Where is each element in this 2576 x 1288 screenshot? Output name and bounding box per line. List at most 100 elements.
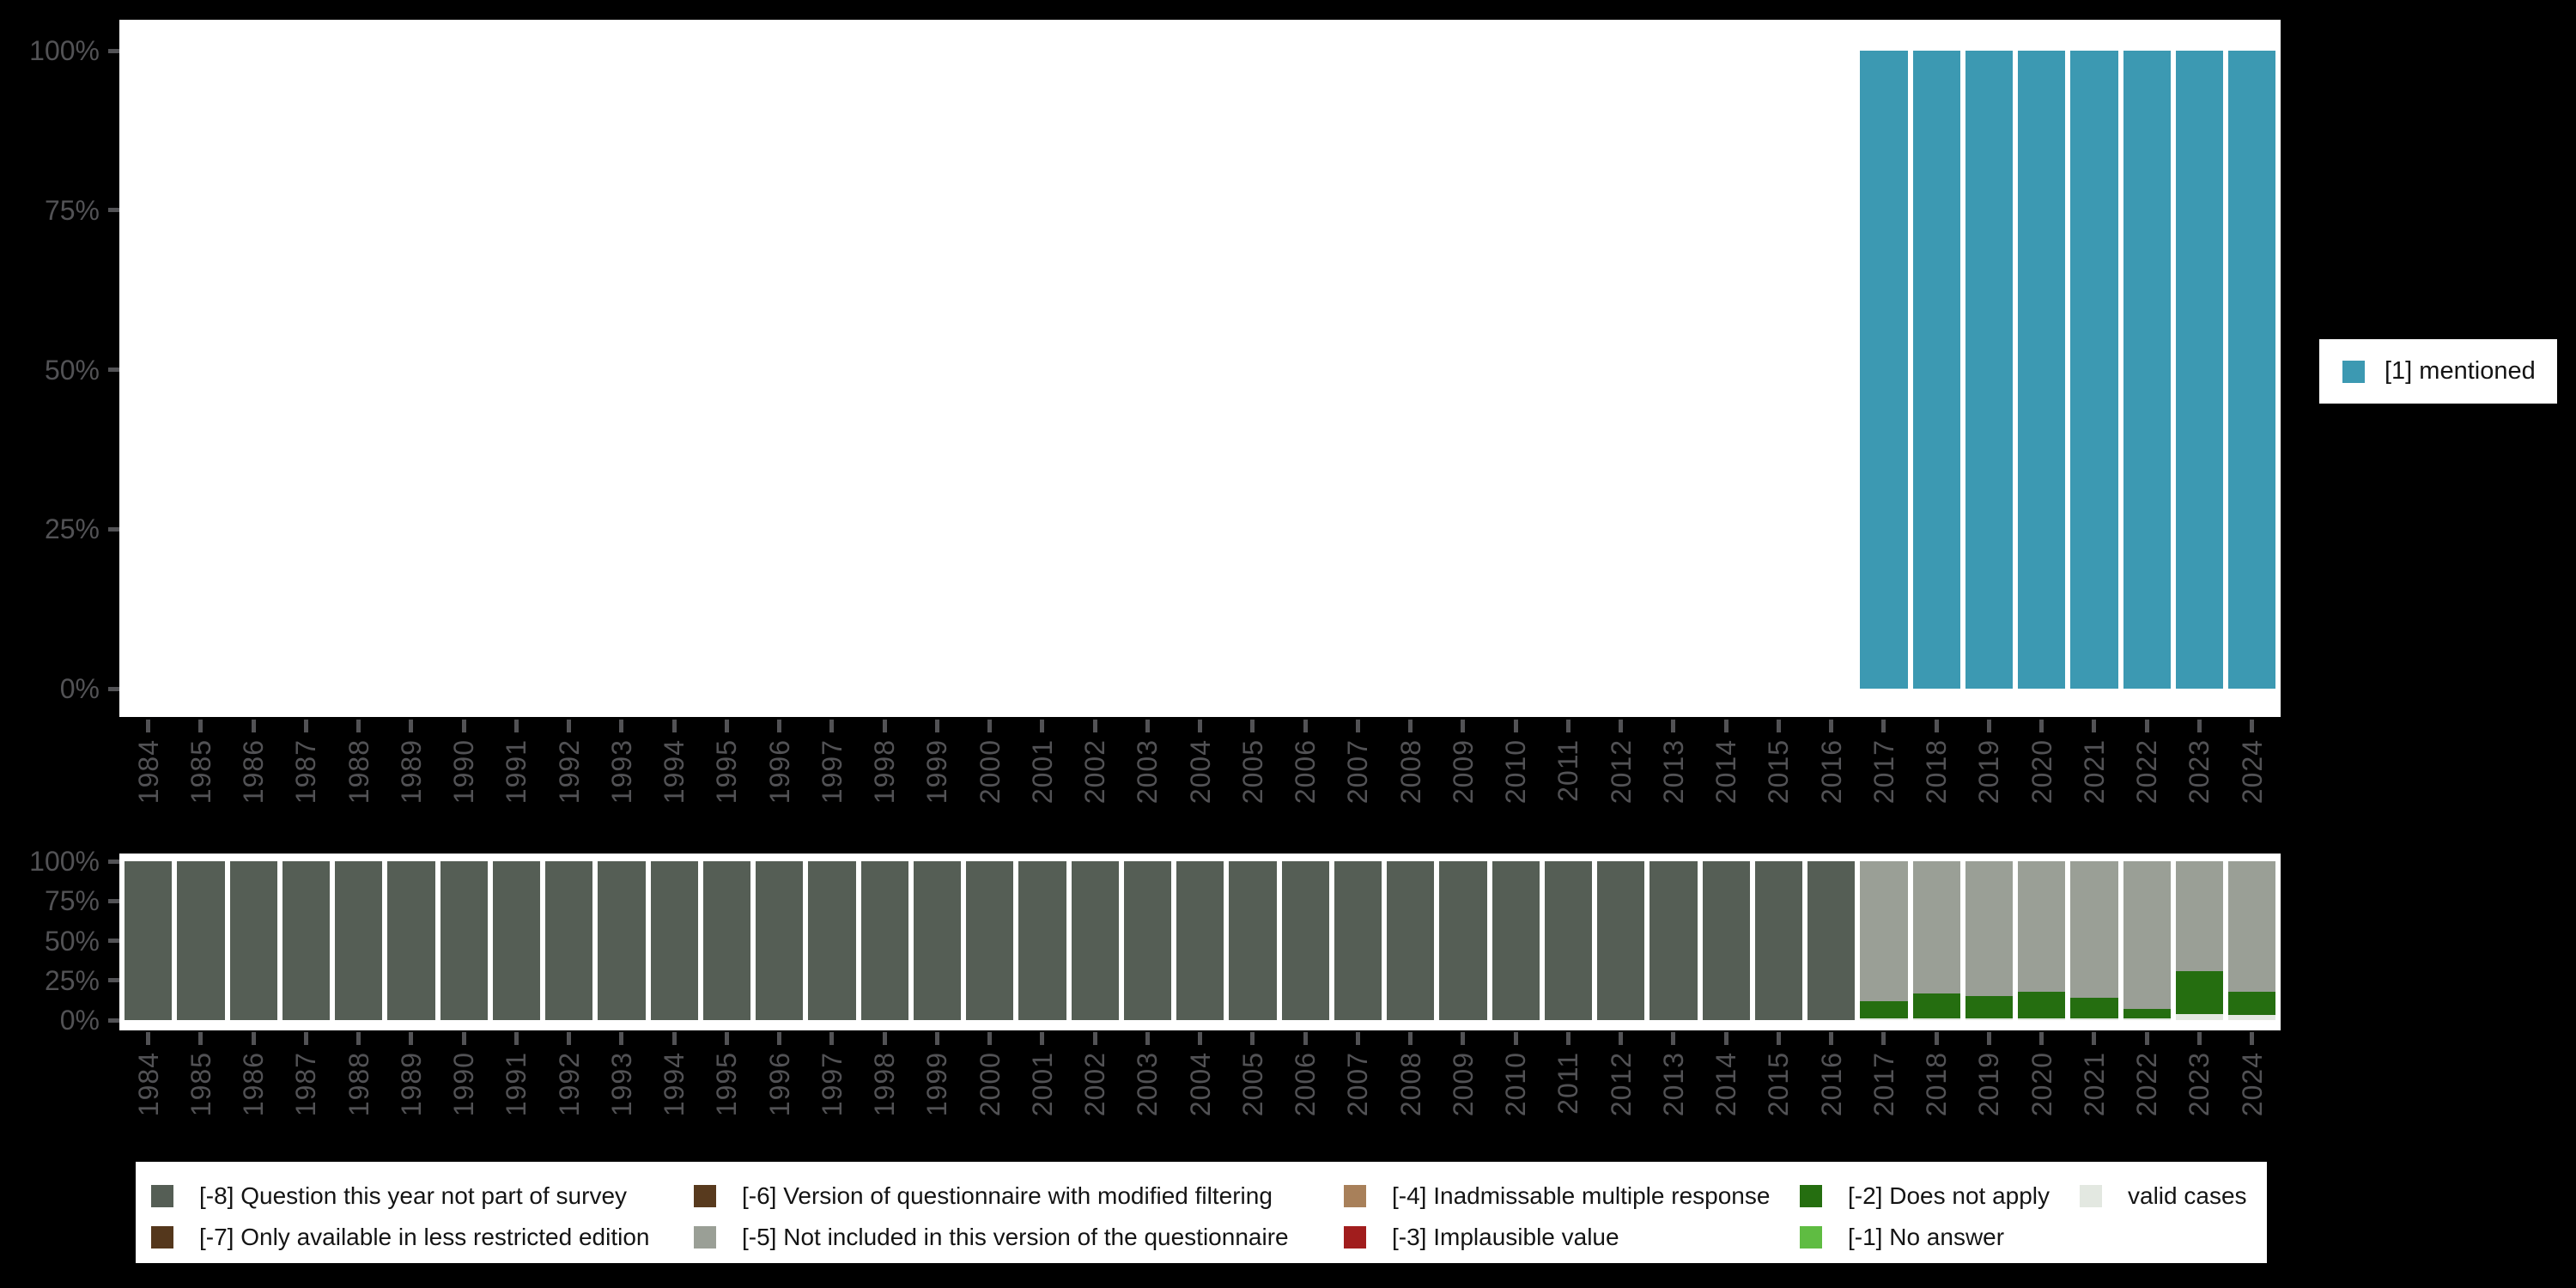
bar-1998 xyxy=(861,51,908,689)
bar-segment xyxy=(1176,861,1224,1020)
x-axis-cell: 2020 xyxy=(2018,1032,2065,1116)
legend-item-label: [-1] No answer xyxy=(1848,1224,2005,1250)
bar-segment xyxy=(1281,861,1329,1020)
x-axis-year-label: 2011 xyxy=(1552,739,1584,802)
x-axis-tick xyxy=(409,720,414,732)
x-axis-year-label: 1999 xyxy=(921,1052,953,1117)
bar-1995 xyxy=(703,51,750,689)
bar-1985 xyxy=(177,51,224,689)
bar-segment xyxy=(1912,51,1960,689)
bar-1992 xyxy=(545,861,593,1020)
x-axis-tick xyxy=(2250,1032,2255,1045)
bar-segment xyxy=(335,861,383,1020)
bar-segment xyxy=(1018,861,1066,1020)
legend-item-label: [-8] Question this year not part of surv… xyxy=(199,1182,628,1209)
x-axis-cell: 1993 xyxy=(598,720,645,804)
x-axis-tick xyxy=(146,1032,151,1045)
x-axis-tick xyxy=(1040,720,1045,732)
bar-2023 xyxy=(2175,861,2223,1020)
bar-segment xyxy=(2070,1018,2118,1020)
x-axis-year-label: 2017 xyxy=(1868,739,1899,805)
x-axis-tick xyxy=(1671,720,1676,732)
x-axis-cell: 1986 xyxy=(230,720,277,804)
x-axis-tick xyxy=(1565,1032,1571,1045)
bar-2024 xyxy=(2228,51,2276,689)
x-axis-year-label: 2002 xyxy=(1079,739,1111,805)
x-axis-tick xyxy=(2144,720,2149,732)
x-axis-cell: 1991 xyxy=(493,1032,540,1116)
x-axis-cell: 2024 xyxy=(2228,1032,2275,1116)
y-axis-tick-label: 75% xyxy=(44,194,100,226)
y-axis-tick xyxy=(108,978,119,983)
bar-segment xyxy=(282,861,330,1020)
x-axis-year-label: 1990 xyxy=(448,1052,480,1117)
bar-segment xyxy=(2175,51,2223,689)
bar-2009 xyxy=(1439,861,1487,1020)
y-axis-tick-label: 50% xyxy=(44,354,100,386)
x-axis-year-label: 1991 xyxy=(501,739,532,805)
bar-1984 xyxy=(125,51,172,689)
x-axis-tick xyxy=(2092,1032,2097,1045)
bar-2011 xyxy=(1545,51,1592,689)
x-axis-year-label: 2019 xyxy=(1973,739,2005,805)
x-axis-cell: 2012 xyxy=(1597,1032,1644,1116)
chart-panel xyxy=(119,20,2281,717)
bar-segment xyxy=(2123,1018,2171,1020)
bar-segment xyxy=(2123,51,2171,689)
x-axis-year-label: 1985 xyxy=(185,739,216,805)
bar-segment xyxy=(1334,861,1382,1020)
x-axis-tick xyxy=(1881,720,1886,732)
bar-segment xyxy=(2018,1018,2066,1020)
legend-item: [-8] Question this year not part of surv… xyxy=(151,1182,627,1210)
x-axis-tick xyxy=(1198,720,1203,732)
legend-swatch xyxy=(2080,1185,2102,1207)
legend-swatch xyxy=(1344,1185,1366,1207)
x-axis-cell: 1987 xyxy=(283,1032,330,1116)
bar-2009 xyxy=(1439,51,1486,689)
x-axis-year-label: 2009 xyxy=(1447,739,1479,805)
legend-item: [-5] Not included in this version of the… xyxy=(694,1224,1289,1251)
bar-2005 xyxy=(1229,861,1277,1020)
y-axis: 100% 75% 50% 25% 0% xyxy=(0,848,119,1034)
x-axis-year-label: 2018 xyxy=(1921,739,1953,805)
legend-item: [-2] Does not apply xyxy=(1800,1182,2050,1210)
bar-1993 xyxy=(598,861,646,1020)
x-axis-tick xyxy=(1619,1032,1624,1045)
x-axis-year-label: 2013 xyxy=(1657,1052,1689,1117)
legend-item-label: [-4] Inadmissable multiple response xyxy=(1392,1182,1771,1209)
x-axis-year-label: 2002 xyxy=(1079,1052,1111,1117)
x-axis-tick xyxy=(2039,1032,2044,1045)
x-axis-cell: 1998 xyxy=(861,720,908,804)
x-axis-year-label: 1992 xyxy=(553,1052,585,1117)
x-axis-cell: 2012 xyxy=(1597,720,1644,804)
bar-2010 xyxy=(1492,861,1540,1020)
bar-segment xyxy=(1597,861,1645,1020)
x-axis-cell: 1996 xyxy=(756,1032,803,1116)
x-axis-year-label: 1995 xyxy=(711,1052,743,1117)
legend-swatch-mentioned xyxy=(2342,360,2365,383)
bar-1985 xyxy=(177,861,225,1020)
x-axis-tick xyxy=(777,1032,782,1045)
x-axis-tick xyxy=(251,1032,256,1045)
bar-segment xyxy=(1912,861,1960,993)
y-axis-tick-label: 0% xyxy=(59,673,100,704)
bar-1986 xyxy=(229,861,277,1020)
x-axis-cell: 2009 xyxy=(1439,1032,1486,1116)
x-axis-cell: 2009 xyxy=(1439,720,1486,804)
bar-2021 xyxy=(2070,51,2118,689)
x-axis-year-label: 2003 xyxy=(1132,1052,1163,1117)
bar-segment xyxy=(1965,861,2013,997)
bar-segment xyxy=(1965,1018,2013,1020)
bar-1990 xyxy=(440,51,488,689)
legend-mentioned: [1] mentioned xyxy=(2319,339,2557,404)
x-axis-year-label: 1994 xyxy=(659,1052,690,1117)
x-axis-year-label: 2014 xyxy=(1710,739,1742,805)
bar-segment xyxy=(2123,1009,2171,1019)
x-axis-year-label: 2006 xyxy=(1290,1052,1321,1117)
x-axis-tick xyxy=(1513,720,1518,732)
x-axis-year-label: 2022 xyxy=(2131,739,2163,805)
x-axis-cell: 1992 xyxy=(545,1032,592,1116)
x-axis-cell: 2016 xyxy=(1807,720,1855,804)
bar-2016 xyxy=(1807,51,1855,689)
bar-segment xyxy=(1860,1000,1908,1019)
